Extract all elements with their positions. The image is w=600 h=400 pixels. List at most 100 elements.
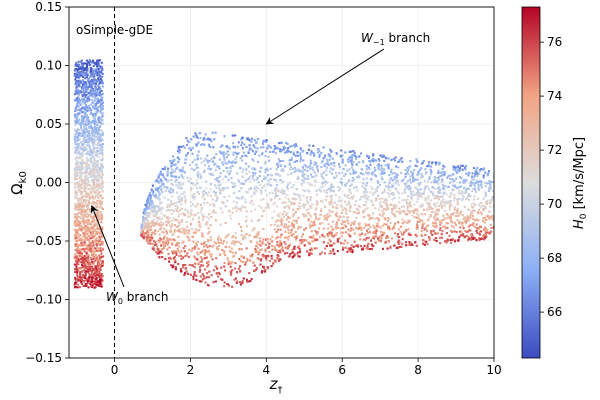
scatter-point xyxy=(96,194,99,196)
scatter-point xyxy=(97,138,100,141)
scatter-point xyxy=(86,208,89,211)
scatter-point xyxy=(97,62,100,65)
scatter-point xyxy=(88,268,91,271)
scatter-point xyxy=(77,85,80,88)
scatter-point xyxy=(75,133,77,136)
scatter-point xyxy=(100,185,103,188)
scatter-point xyxy=(81,95,84,98)
scatter-point xyxy=(84,81,86,83)
scatter-point xyxy=(74,237,77,240)
scatter-point xyxy=(89,74,92,77)
scatter-point xyxy=(78,83,81,86)
scatter-point xyxy=(159,202,162,204)
scatter-point xyxy=(88,82,91,85)
scatter-point xyxy=(84,203,87,206)
scatter-point xyxy=(82,123,85,125)
scatter-point xyxy=(93,148,95,151)
scatter-point xyxy=(92,230,95,233)
scatter-point xyxy=(97,140,100,143)
scatter-point xyxy=(90,191,93,194)
scatter-point xyxy=(75,91,78,94)
scatter-point xyxy=(77,257,80,260)
scatter-point xyxy=(79,90,82,93)
scatter-point xyxy=(82,280,85,283)
scatter-point xyxy=(79,74,82,77)
scatter-point xyxy=(100,109,103,112)
scatter-point xyxy=(93,179,95,182)
scatter-point xyxy=(101,152,104,155)
scatter-point xyxy=(282,160,285,163)
scatter-point xyxy=(94,267,96,270)
scatter-point xyxy=(84,279,87,282)
scatter-point xyxy=(86,69,89,72)
scatter-point xyxy=(87,134,90,137)
scatter-point xyxy=(74,243,77,246)
scatter-point xyxy=(74,235,76,238)
scatter-point xyxy=(95,154,98,157)
scatter-point xyxy=(74,253,77,256)
scatter-point xyxy=(85,167,88,170)
scatter-point xyxy=(93,229,96,232)
scatter-point xyxy=(75,250,78,253)
scatter-point xyxy=(101,182,104,185)
scatter-point xyxy=(88,261,91,264)
scatter-point xyxy=(85,84,88,87)
scatter-point xyxy=(78,275,81,278)
scatter-point xyxy=(94,286,97,289)
scatter-point xyxy=(77,228,80,230)
scatter-point xyxy=(87,176,90,179)
scatter-point xyxy=(97,166,100,169)
scatter-point xyxy=(99,247,102,249)
scatter-point xyxy=(98,82,101,85)
scatter-point xyxy=(92,255,95,258)
scatter-point xyxy=(77,260,80,263)
scatter-point xyxy=(278,198,281,200)
scatter-point xyxy=(73,183,76,186)
scatter-point xyxy=(93,240,96,243)
scatter-point xyxy=(86,114,88,116)
scatter-point xyxy=(97,240,99,243)
scatter-point xyxy=(88,109,91,112)
scatter-point xyxy=(92,138,95,141)
scatter-point xyxy=(90,258,93,261)
scatter-point xyxy=(92,131,95,134)
scatter-point xyxy=(76,185,79,188)
scatter-point xyxy=(81,264,83,266)
scatter-point xyxy=(95,80,98,83)
scatter-point xyxy=(81,73,83,76)
scatter-point xyxy=(82,159,85,162)
scatter-point xyxy=(97,247,99,250)
scatter-point xyxy=(77,161,80,164)
scatter-point xyxy=(83,101,86,104)
scatter-point xyxy=(93,221,96,223)
scatter-point xyxy=(155,193,157,196)
scatter-point xyxy=(97,276,100,278)
scatter-point xyxy=(79,124,82,127)
scatter-point xyxy=(97,99,100,101)
scatter-point xyxy=(80,217,82,220)
scatter-point xyxy=(84,209,87,212)
scatter-point xyxy=(77,239,80,242)
scatter-point xyxy=(89,92,92,95)
scatter-point xyxy=(86,212,89,215)
scatter-point xyxy=(100,69,103,72)
scatter-point xyxy=(81,111,84,114)
scatter-point xyxy=(373,166,376,169)
scatter-point xyxy=(88,234,91,237)
scatter-point xyxy=(82,211,85,214)
scatter-point xyxy=(95,283,98,286)
scatter-point xyxy=(95,179,98,181)
scatter-point xyxy=(85,66,88,69)
scatter-point xyxy=(447,200,450,203)
scatter-point xyxy=(83,71,86,74)
scatter-point xyxy=(91,170,94,173)
scatter-point xyxy=(99,194,102,197)
scatter-point xyxy=(100,165,103,167)
scatter-point xyxy=(101,119,104,122)
scatter-point xyxy=(101,134,104,137)
scatter-point xyxy=(98,70,101,73)
scatter-point xyxy=(73,268,76,271)
scatter-point xyxy=(91,194,94,197)
scatter-point xyxy=(101,115,104,117)
scatter-point xyxy=(397,161,400,163)
